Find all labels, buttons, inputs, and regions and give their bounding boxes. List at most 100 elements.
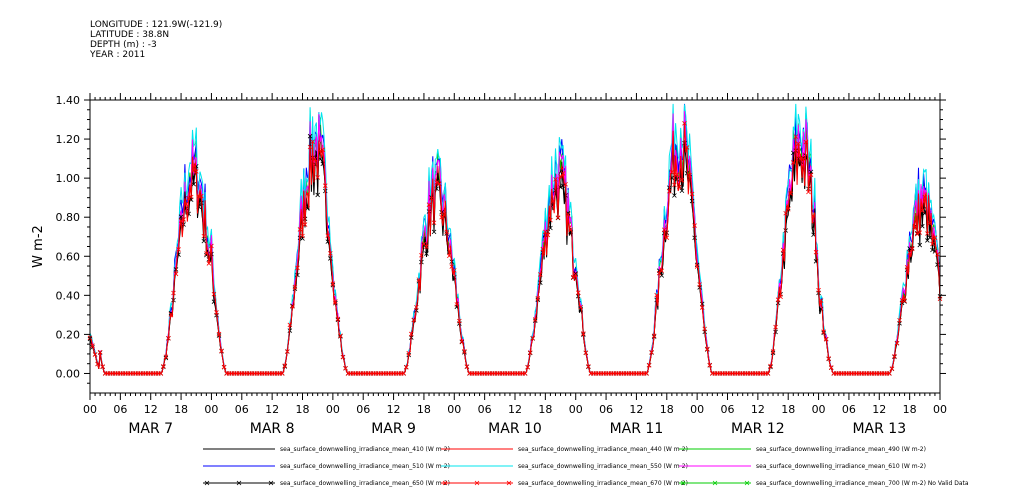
series-marker	[661, 227, 667, 233]
series-marker	[813, 249, 819, 255]
series-marker	[684, 145, 690, 150]
series-marker	[563, 181, 568, 187]
series-marker	[704, 346, 710, 352]
series-marker	[532, 317, 538, 322]
series-marker	[457, 318, 462, 324]
series-marker	[449, 264, 455, 269]
x-tick-label: 18	[174, 403, 188, 416]
series-marker	[904, 265, 910, 270]
series-marker	[408, 331, 414, 337]
series-marker	[765, 371, 771, 376]
series-marker	[464, 364, 470, 369]
x-tick-label: 12	[872, 403, 886, 416]
latitude-line: LATITUDE : 38.8N	[90, 30, 170, 40]
series-marker	[100, 364, 105, 369]
axes: 0.00 0.20 0.40 0.60 0.80 1.00 1.20 1.40 W m-2 00 0…	[31, 93, 947, 437]
series-marker	[90, 343, 95, 348]
series-marker	[290, 304, 295, 309]
series-marker	[161, 364, 166, 369]
x-tick-label: 06	[721, 403, 735, 416]
x-tick-label: 06	[113, 403, 127, 416]
series-marker	[209, 243, 214, 249]
legend-entry: sea_surface_downwelling_irradiance_mean_…	[280, 446, 450, 453]
series-marker	[583, 350, 589, 356]
series-marker	[692, 235, 697, 241]
legend-marker	[474, 480, 480, 486]
series-marker	[692, 223, 697, 228]
legend-entry: sea_surface_downwelling_irradiance_mean_…	[280, 480, 450, 487]
series-marker	[176, 247, 181, 252]
series-marker	[674, 172, 680, 177]
series-marker	[431, 220, 437, 226]
series-marker	[707, 362, 713, 368]
x-tick-label: 00	[326, 403, 340, 416]
series-marker	[823, 336, 829, 342]
x-tick-label: 06	[478, 403, 492, 416]
series-marker	[770, 349, 776, 354]
series-marker	[586, 364, 591, 369]
series-marker	[801, 156, 806, 162]
series-marker	[206, 261, 212, 266]
series-marker	[343, 365, 348, 371]
series-marker	[333, 299, 338, 304]
series-marker	[292, 284, 298, 290]
legend-entry: sea_surface_downwelling_irradiance_mean_…	[518, 446, 688, 453]
series-marker	[434, 180, 439, 185]
series-marker	[285, 349, 290, 354]
x-tick-label: 00	[569, 403, 583, 416]
series-marker	[312, 156, 318, 162]
series-marker	[821, 329, 826, 334]
series-marker	[644, 371, 649, 376]
series-marker	[436, 181, 442, 187]
series-marker	[806, 189, 811, 195]
legend-entry: sea_surface_downwelling_irradiance_mean_…	[756, 480, 969, 487]
series-marker	[317, 156, 323, 162]
x-date-label: MAR 8	[250, 421, 295, 437]
series-marker	[444, 229, 449, 235]
x-tick-label: 18	[781, 403, 795, 416]
series-marker	[887, 371, 892, 376]
x-tick-label: 06	[356, 403, 370, 416]
x-tick-label: 18	[538, 403, 552, 416]
x-tick-label: 00	[447, 403, 461, 416]
series-marker	[545, 232, 551, 238]
series-marker	[219, 348, 224, 354]
series-marker	[778, 294, 783, 300]
plot-area	[87, 103, 943, 376]
y-tick-label: 1.20	[56, 133, 81, 146]
series-marker	[193, 169, 199, 174]
series-marker	[411, 317, 417, 323]
series-marker	[429, 196, 434, 201]
series-marker	[317, 148, 323, 154]
series-marker	[773, 329, 778, 335]
series-marker	[581, 331, 586, 336]
series-marker	[181, 217, 186, 222]
series-marker	[788, 191, 794, 196]
series-marker	[199, 200, 204, 206]
legend-entry: sea_surface_downwelling_irradiance_mean_…	[518, 480, 688, 487]
series-marker	[211, 291, 217, 297]
series-marker	[796, 141, 801, 147]
y-tick-label: 0.80	[56, 211, 81, 224]
series-marker	[912, 225, 917, 231]
series-marker	[315, 192, 320, 198]
series-marker	[92, 352, 98, 357]
x-tick-label: 00	[690, 403, 704, 416]
series-marker	[424, 244, 429, 249]
series-marker	[97, 349, 103, 355]
x-tick-label: 00	[933, 403, 947, 416]
x-tick-label: 18	[903, 403, 917, 416]
y-tick-label: 0.20	[56, 328, 81, 341]
x-tick-label: 18	[660, 403, 674, 416]
series-marker	[307, 133, 313, 139]
x-tick-label: 00	[812, 403, 826, 416]
legend-marker	[236, 480, 242, 486]
series-marker	[340, 354, 346, 360]
longitude-line: LONGITUDE : 121.9W(-121.9)	[90, 20, 223, 30]
series-marker	[214, 310, 219, 315]
series-marker	[295, 265, 300, 271]
series-marker	[305, 191, 310, 196]
series-marker	[522, 371, 528, 376]
series-marker	[307, 144, 313, 150]
series-marker	[279, 371, 285, 376]
